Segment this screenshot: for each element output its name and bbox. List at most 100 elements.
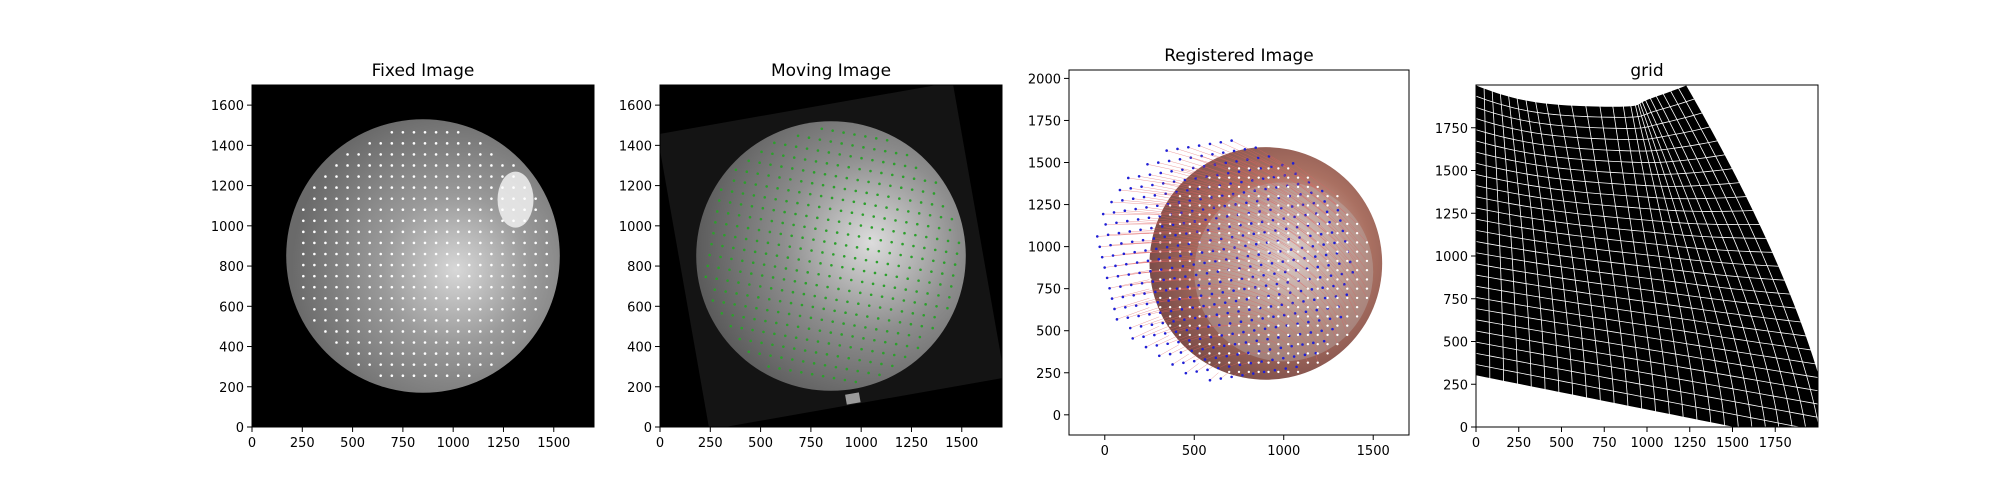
moving-point (899, 253, 902, 257)
fixed-point (1316, 241, 1319, 244)
fixed-point (1247, 231, 1251, 235)
displacement-line (1313, 342, 1318, 354)
moving-point (920, 324, 924, 328)
fixed-point (1365, 250, 1369, 253)
fixed-point (1149, 305, 1152, 309)
fixed-point (490, 197, 493, 200)
fixed-point (434, 274, 438, 278)
moving-point (716, 210, 719, 213)
moving-point (832, 185, 836, 189)
fixed-point (1257, 194, 1260, 198)
fixed-point (490, 319, 493, 322)
displacement-line (1281, 207, 1318, 234)
fixed-point (1277, 333, 1280, 337)
warped-point (1211, 152, 1214, 156)
fixed-point (523, 252, 526, 256)
axes-frame (251, 84, 595, 428)
fixed-point (324, 252, 327, 256)
moving-point (807, 203, 810, 207)
fixed-point (445, 285, 449, 289)
fixed-point (1237, 194, 1241, 198)
moving-point (957, 241, 961, 245)
displacement-line (1249, 169, 1299, 197)
fixed-point (1306, 352, 1310, 355)
displacement-line (1218, 362, 1230, 369)
moving-point (765, 185, 768, 188)
warped-point (1292, 355, 1296, 358)
moving-point (863, 202, 867, 206)
fixed-point (1287, 287, 1290, 290)
moving-point (778, 367, 781, 370)
displacement-line (1233, 290, 1259, 299)
fixed-point (335, 175, 338, 178)
fixed-point (1178, 204, 1182, 207)
fixed-point (335, 208, 338, 212)
warped-point (1166, 342, 1169, 346)
moving-point (932, 192, 936, 195)
fixed-point (501, 164, 504, 167)
displacement-line (1151, 227, 1200, 234)
moving-point (889, 308, 893, 311)
fixed-point (479, 230, 482, 234)
moving-point (749, 272, 753, 275)
moving-point (842, 254, 846, 258)
moving-point (924, 303, 927, 306)
displacement-line (1236, 161, 1289, 188)
displacement-line (1198, 285, 1230, 289)
fixed-point (501, 341, 504, 344)
grid-line-horizontal (1476, 85, 1687, 107)
warped-point (1207, 325, 1210, 329)
moving-point (823, 172, 827, 176)
fixed-point (1326, 352, 1329, 355)
fixed-point (335, 330, 338, 333)
fixed-point (1257, 241, 1260, 244)
moving-point (752, 194, 756, 197)
displacement-line (1158, 162, 1220, 178)
moving-point (719, 255, 722, 259)
moving-point (851, 267, 855, 271)
fixed-point (324, 219, 327, 223)
warped-point (1318, 276, 1322, 279)
warped-point (1314, 351, 1318, 355)
warped-point (1304, 310, 1308, 314)
moving-point (810, 249, 813, 252)
fixed-point (324, 175, 327, 178)
fixed-point (1287, 352, 1290, 355)
fixed-point (1346, 333, 1349, 337)
x-tick-label: 1000 (1267, 444, 1300, 459)
warped-point (1137, 314, 1140, 318)
warped-point (1145, 206, 1148, 209)
grid-line-horizontal (1476, 174, 1747, 200)
moving-point (892, 229, 895, 233)
moving-point (783, 334, 787, 338)
displacement-line (1143, 196, 1200, 206)
fixed-point (1326, 231, 1329, 235)
moving-point (791, 290, 795, 294)
displacement-line (1186, 233, 1230, 243)
moving-point (897, 264, 901, 268)
fixed-point (434, 363, 438, 366)
fixed-point (512, 219, 515, 223)
moving-point (905, 221, 908, 224)
warped-point (1303, 353, 1307, 357)
displacement-line (1165, 325, 1190, 334)
fixed-point (1306, 250, 1310, 253)
retina-disc (696, 121, 966, 391)
fixed-point (1287, 268, 1290, 272)
displacement-line (1149, 306, 1181, 315)
warped-point (1201, 208, 1205, 211)
displacement-line (1260, 307, 1279, 317)
displacement-line (1310, 332, 1318, 345)
displacement-line (1207, 362, 1220, 371)
moving-point (777, 243, 781, 247)
fixed-point (434, 330, 438, 333)
warped-point (1163, 332, 1167, 335)
fixed-point (401, 153, 405, 156)
displacement-line (1159, 215, 1210, 225)
warped-point (1196, 327, 1199, 330)
displacement-line (1140, 229, 1190, 234)
fixed-point (324, 274, 327, 278)
fixed-point (1346, 324, 1349, 327)
fixed-point (1346, 213, 1349, 216)
grid-line-horizontal (1476, 218, 1773, 253)
